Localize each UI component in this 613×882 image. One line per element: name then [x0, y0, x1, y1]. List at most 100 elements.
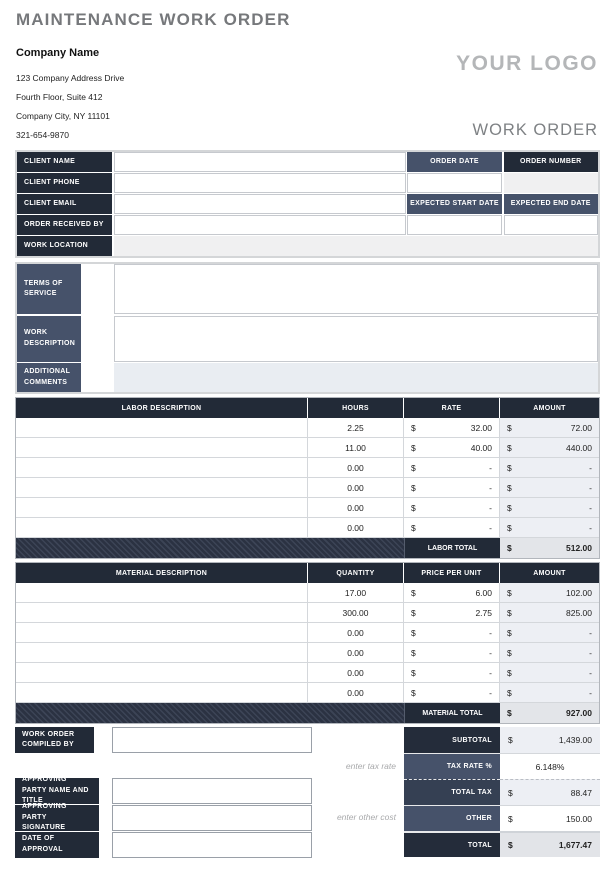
work-location-field[interactable]	[113, 236, 598, 256]
labor-hours-cell[interactable]: 0.00	[308, 498, 404, 518]
grand-total-value: $1,677.47	[500, 831, 600, 857]
material-price-cell[interactable]: $ -	[404, 643, 500, 663]
total-tax-value: $88.47	[500, 779, 600, 805]
terms-of-service-field[interactable]	[113, 264, 598, 314]
client-name-field[interactable]	[113, 152, 406, 172]
approving-name-field[interactable]	[111, 778, 312, 804]
client-info-table: CLIENT NAME ORDER DATE ORDER NUMBER CLIE…	[15, 150, 600, 258]
other-field[interactable]: $150.00	[500, 805, 600, 831]
work-description-label: WORK DESCRIPTION	[17, 315, 81, 362]
order-date-field[interactable]	[407, 173, 502, 193]
order-date-header: ORDER DATE	[407, 152, 502, 172]
currency-symbol: $	[507, 442, 512, 453]
labor-footer-hatch	[16, 538, 404, 558]
labor-hours-cell[interactable]: 0.00	[308, 458, 404, 478]
labor-amount-cell: $ -	[500, 478, 599, 498]
material-quantity-cell[interactable]: 0.00	[308, 683, 404, 703]
currency-symbol: $	[411, 462, 416, 473]
currency-symbol: $	[411, 522, 416, 533]
material-quantity-cell[interactable]: 0.00	[308, 663, 404, 683]
material-amount-header: AMOUNT	[500, 563, 599, 583]
order-number-field[interactable]	[503, 173, 598, 193]
material-description-cell[interactable]	[16, 683, 308, 703]
material-description-cell[interactable]	[16, 663, 308, 683]
labor-rate-cell[interactable]: $ -	[404, 498, 500, 518]
material-amount-cell: $ -	[500, 663, 599, 683]
approving-signature-field[interactable]	[111, 805, 312, 831]
currency-symbol: $	[507, 687, 512, 698]
material-amount-cell: $ -	[500, 643, 599, 663]
compiled-by-row: WORK ORDER COMPILED BY	[15, 727, 315, 753]
labor-hours-cell[interactable]: 11.00	[308, 438, 404, 458]
labor-rate-cell[interactable]: $ -	[404, 518, 500, 538]
material-total-label: MATERIAL TOTAL	[404, 703, 500, 723]
currency-symbol: $	[507, 587, 512, 598]
material-price-cell[interactable]: $6.00	[404, 583, 500, 603]
expected-start-field[interactable]	[407, 215, 502, 235]
material-quantity-cell[interactable]: 0.00	[308, 623, 404, 643]
labor-hours-cell[interactable]: 0.00	[308, 478, 404, 498]
material-price-cell[interactable]: $ -	[404, 623, 500, 643]
labor-table: LABOR DESCRIPTION HOURS RATE AMOUNT 2.25…	[15, 397, 600, 559]
currency-symbol: $	[507, 462, 512, 473]
doc-type-heading: WORK ORDER	[472, 121, 598, 139]
labor-amount-cell: $ -	[500, 518, 599, 538]
material-footer-hatch	[16, 703, 404, 723]
currency-symbol: $	[411, 607, 416, 618]
material-price-header: PRICE PER UNIT	[404, 563, 500, 583]
labor-amount-cell: $ -	[500, 498, 599, 518]
work-location-label: WORK LOCATION	[17, 236, 112, 256]
grand-total-label: TOTAL	[404, 831, 500, 857]
material-description-cell[interactable]	[16, 583, 308, 603]
labor-description-cell[interactable]	[16, 418, 308, 438]
currency-symbol: $	[507, 422, 512, 433]
material-total-value: $927.00	[500, 703, 599, 723]
material-price-cell[interactable]: $ -	[404, 683, 500, 703]
material-price-cell[interactable]: $ -	[404, 663, 500, 683]
tax-rate-field[interactable]: 6.148%	[500, 753, 600, 779]
labor-rate-cell[interactable]: $ -	[404, 458, 500, 478]
client-email-field[interactable]	[113, 194, 406, 214]
compiled-by-field[interactable]	[111, 727, 312, 753]
material-description-cell[interactable]	[16, 643, 308, 663]
date-of-approval-field[interactable]	[111, 832, 312, 858]
labor-rate-cell[interactable]: $ -	[404, 478, 500, 498]
labor-amount-cell: $72.00	[500, 418, 599, 438]
material-quantity-cell[interactable]: 300.00	[308, 603, 404, 623]
labor-rate-header: RATE	[404, 398, 500, 418]
material-quantity-cell[interactable]: 17.00	[308, 583, 404, 603]
client-phone-label: CLIENT PHONE	[17, 173, 112, 193]
order-received-label: ORDER RECEIVED BY	[17, 215, 112, 235]
material-description-cell[interactable]	[16, 623, 308, 643]
labor-hours-cell[interactable]: 2.25	[308, 418, 404, 438]
labor-description-cell[interactable]	[16, 478, 308, 498]
labor-description-cell[interactable]	[16, 438, 308, 458]
labor-description-cell[interactable]	[16, 458, 308, 478]
terms-of-service-label: TERMS OF SERVICE	[17, 264, 81, 314]
labor-hours-cell[interactable]: 0.00	[308, 518, 404, 538]
company-phone: 321-654-9870	[16, 130, 69, 140]
material-price-cell[interactable]: $2.75	[404, 603, 500, 623]
currency-symbol: $	[507, 482, 512, 493]
work-description-field[interactable]	[113, 315, 598, 362]
order-received-field[interactable]	[113, 215, 406, 235]
subtotal-value: $1,439.00	[500, 727, 600, 753]
material-description-cell[interactable]	[16, 603, 308, 623]
tax-rate-label: TAX RATE %	[404, 753, 500, 779]
order-number-header: ORDER NUMBER	[503, 152, 598, 172]
labor-rate-cell[interactable]: $32.00	[404, 418, 500, 438]
material-quantity-cell[interactable]: 0.00	[308, 643, 404, 663]
labor-description-cell[interactable]	[16, 498, 308, 518]
additional-comments-field[interactable]	[113, 363, 598, 392]
labor-amount-cell: $ -	[500, 458, 599, 478]
client-email-label: CLIENT EMAIL	[17, 194, 112, 214]
other-cost-hint: enter other cost	[336, 812, 396, 822]
labor-description-cell[interactable]	[16, 518, 308, 538]
currency-symbol: $	[507, 627, 512, 638]
currency-symbol: $	[507, 708, 512, 718]
expected-end-field[interactable]	[503, 215, 598, 235]
company-address-line1: 123 Company Address Drive	[16, 73, 125, 83]
currency-symbol: $	[411, 587, 416, 598]
client-phone-field[interactable]	[113, 173, 406, 193]
labor-rate-cell[interactable]: $40.00	[404, 438, 500, 458]
